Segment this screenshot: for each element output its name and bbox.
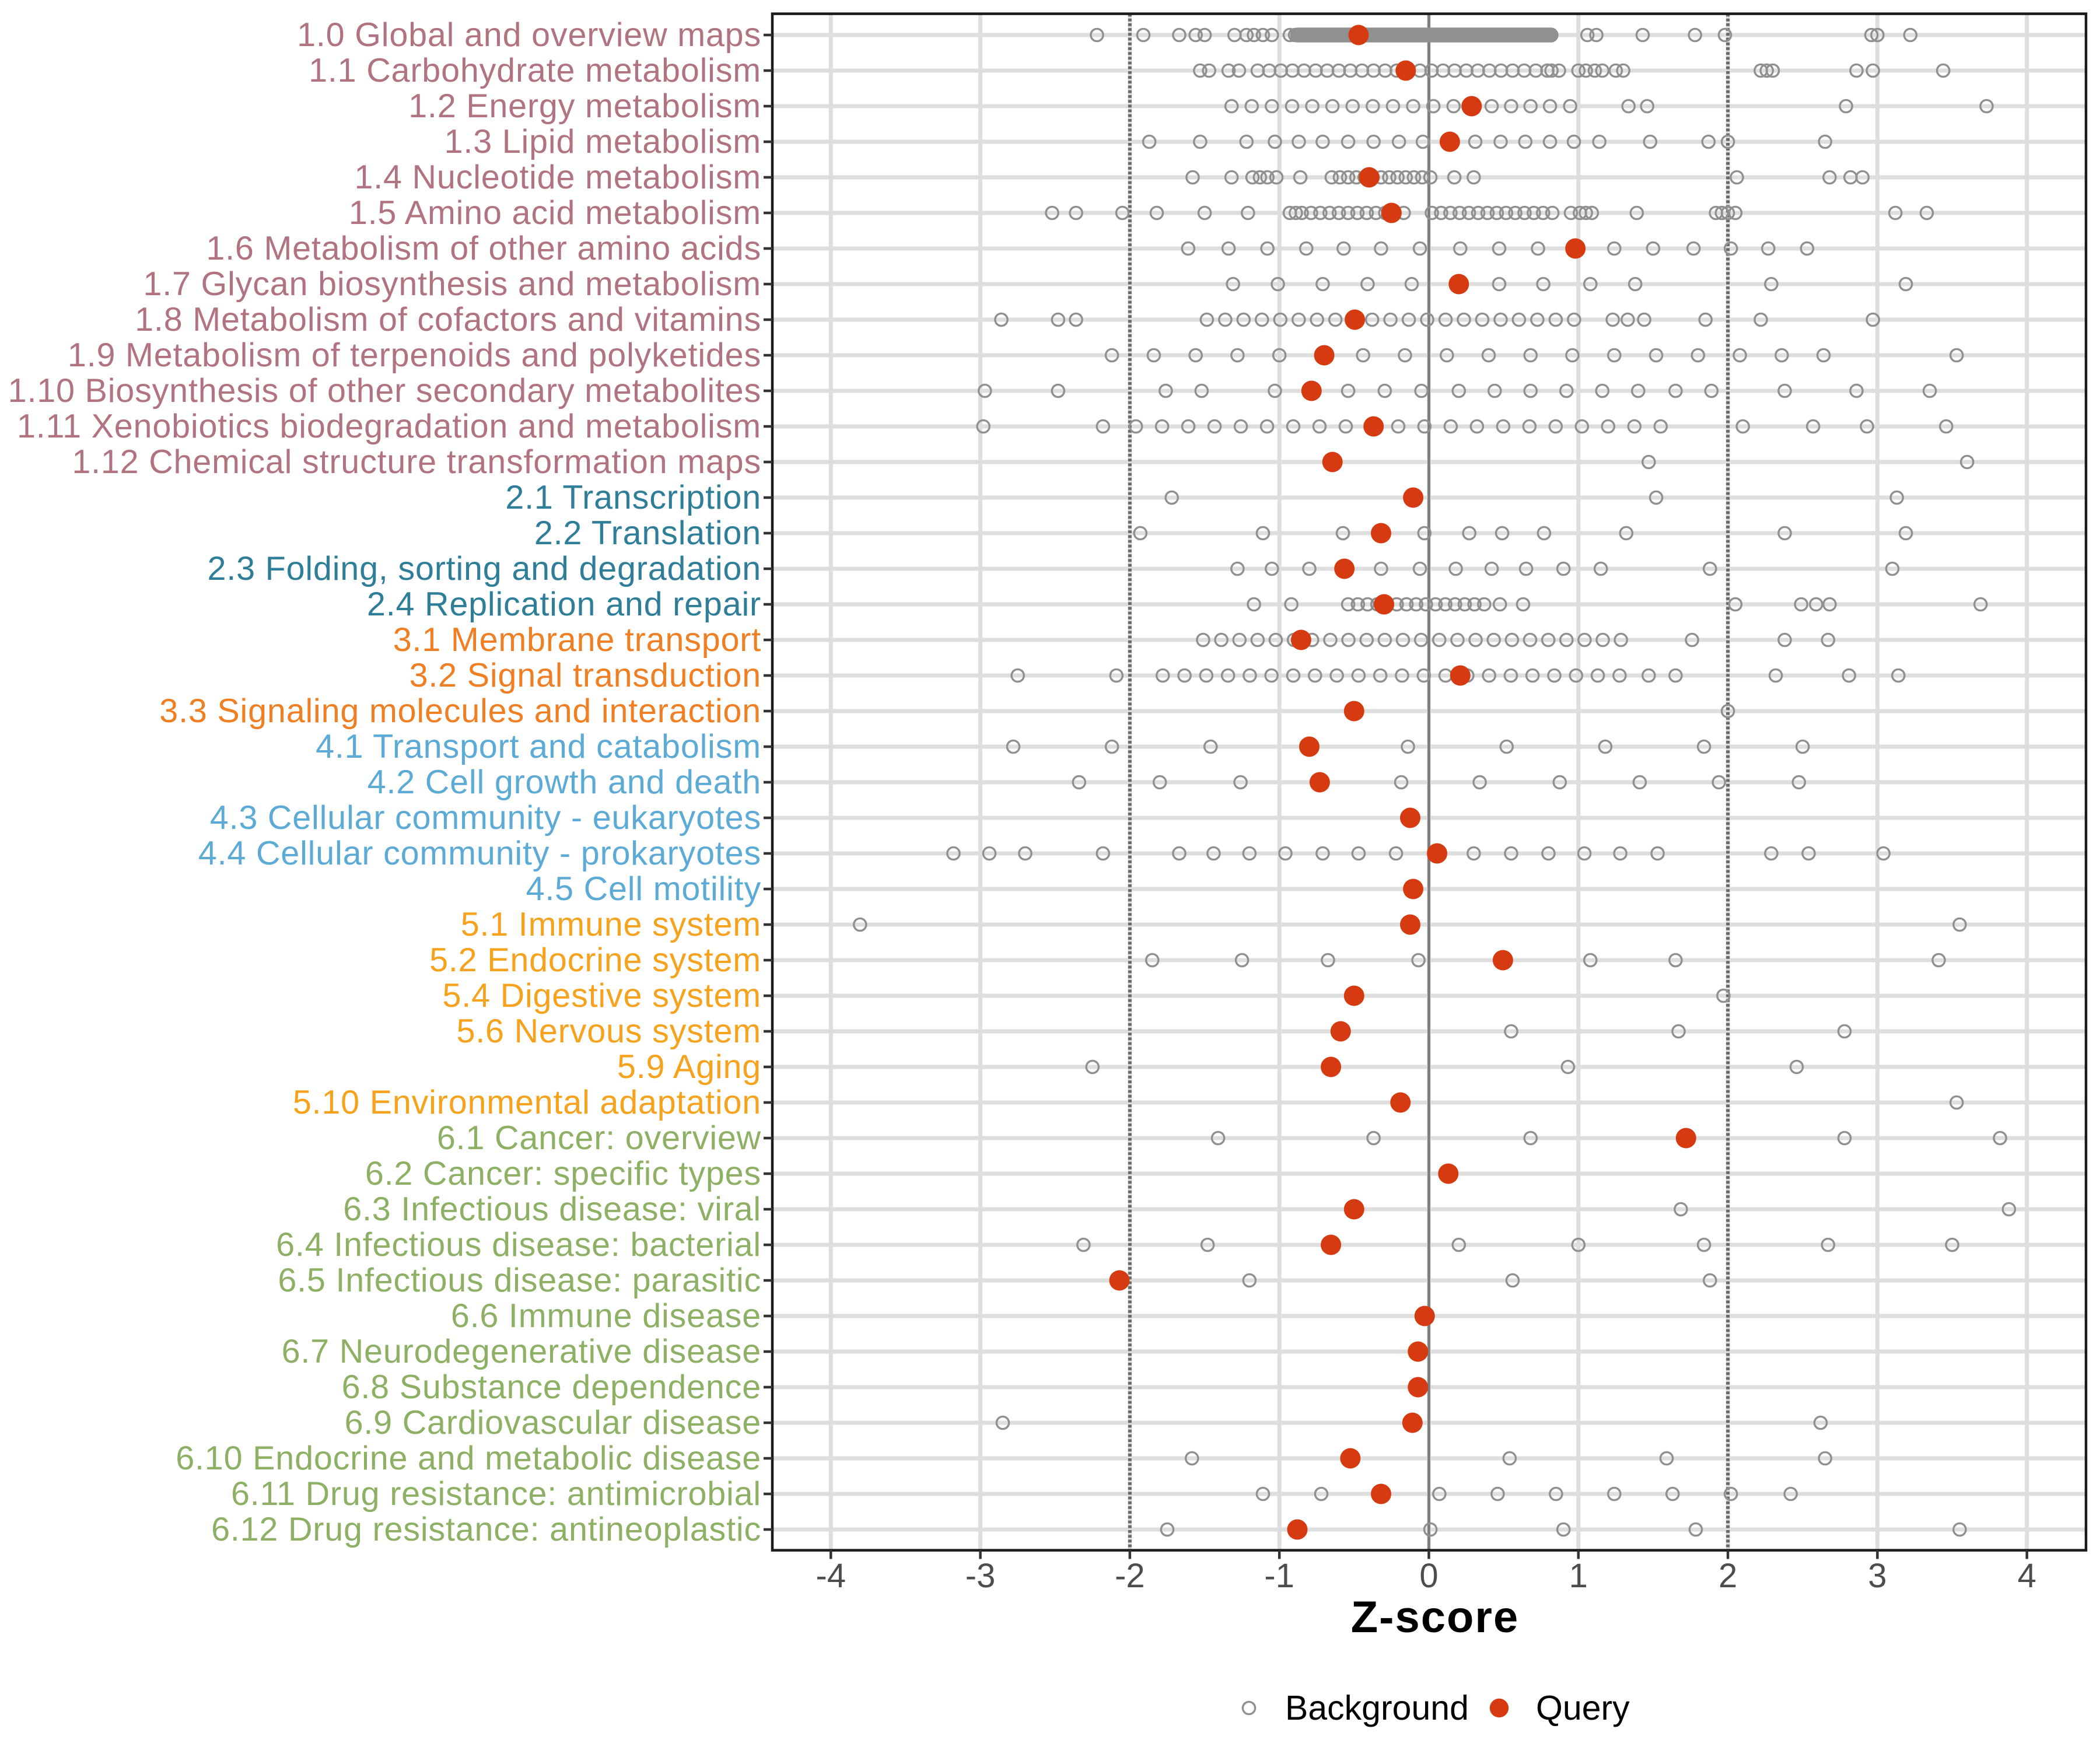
svg-text:4.3 Cellular community - eukar: 4.3 Cellular community - eukaryotes — [210, 799, 761, 836]
svg-text:2.2 Translation: 2.2 Translation — [534, 514, 761, 552]
svg-text:5.1 Immune system: 5.1 Immune system — [461, 906, 761, 943]
svg-text:6.12 Drug resistance: antineop: 6.12 Drug resistance: antineoplastic — [211, 1511, 761, 1548]
svg-text:1.4 Nucleotide metabolism: 1.4 Nucleotide metabolism — [354, 159, 761, 196]
svg-text:6.6 Immune disease: 6.6 Immune disease — [451, 1297, 761, 1335]
svg-text:4.1 Transport and catabolism: 4.1 Transport and catabolism — [316, 728, 761, 765]
svg-text:3.1 Membrane transport: 3.1 Membrane transport — [393, 621, 761, 659]
svg-text:6.5 Infectious disease: parasi: 6.5 Infectious disease: parasitic — [278, 1262, 761, 1299]
svg-text:1.6 Metabolism of other amino: 1.6 Metabolism of other amino acids — [206, 230, 761, 267]
svg-text:4.5 Cell motility: 4.5 Cell motility — [526, 870, 761, 908]
svg-text:6.3 Infectious disease: viral: 6.3 Infectious disease: viral — [343, 1191, 761, 1228]
svg-text:-1: -1 — [1264, 1557, 1294, 1595]
svg-text:5.2 Endocrine system: 5.2 Endocrine system — [429, 942, 761, 979]
svg-text:5.9 Aging: 5.9 Aging — [617, 1048, 761, 1086]
svg-text:6.10 Endocrine and metabolic d: 6.10 Endocrine and metabolic disease — [176, 1440, 761, 1477]
svg-text:1.7 Glycan biosynthesis and me: 1.7 Glycan biosynthesis and metabolism — [143, 265, 761, 303]
svg-text:1.2 Energy metabolism: 1.2 Energy metabolism — [408, 88, 761, 125]
svg-text:1.12 Chemical structure transf: 1.12 Chemical structure transformation m… — [72, 443, 761, 481]
svg-text:Background: Background — [1285, 1689, 1469, 1727]
svg-text:-2: -2 — [1115, 1557, 1145, 1595]
svg-text:6.11 Drug resistance: antimicr: 6.11 Drug resistance: antimicrobial — [231, 1475, 761, 1513]
svg-text:6.4 Infectious disease: bacter: 6.4 Infectious disease: bacterial — [276, 1226, 761, 1264]
svg-text:5.10 Environmental adaptation: 5.10 Environmental adaptation — [293, 1084, 761, 1121]
svg-text:1.10 Biosynthesis of other sec: 1.10 Biosynthesis of other secondary met… — [8, 372, 761, 410]
svg-text:1.0 Global and overview maps: 1.0 Global and overview maps — [297, 16, 761, 54]
svg-text:6.7 Neurodegenerative disease: 6.7 Neurodegenerative disease — [282, 1333, 761, 1370]
svg-text:1: 1 — [1569, 1557, 1588, 1595]
svg-text:1.8 Metabolism of cofactors an: 1.8 Metabolism of cofactors and vitamins — [135, 301, 761, 338]
svg-text:1.5 Amino acid metabolism: 1.5 Amino acid metabolism — [349, 194, 761, 232]
svg-text:4.2 Cell growth and death: 4.2 Cell growth and death — [368, 764, 761, 801]
svg-text:6.1 Cancer: overview: 6.1 Cancer: overview — [437, 1119, 761, 1157]
svg-text:2.4 Replication and repair: 2.4 Replication and repair — [367, 586, 761, 623]
svg-text:3.2 Signal transduction: 3.2 Signal transduction — [410, 657, 761, 694]
svg-text:-4: -4 — [816, 1557, 846, 1595]
svg-text:0: 0 — [1419, 1557, 1438, 1595]
svg-text:2: 2 — [1718, 1557, 1737, 1595]
svg-text:2.3 Folding, sorting and degra: 2.3 Folding, sorting and degradation — [208, 550, 761, 587]
svg-text:3.3 Signaling molecules and in: 3.3 Signaling molecules and interaction — [159, 692, 761, 730]
svg-text:6.2 Cancer: specific types: 6.2 Cancer: specific types — [365, 1155, 761, 1192]
svg-text:3: 3 — [1868, 1557, 1887, 1595]
svg-text:1.1 Carbohydrate metabolism: 1.1 Carbohydrate metabolism — [309, 52, 761, 89]
svg-text:1.3 Lipid metabolism: 1.3 Lipid metabolism — [444, 123, 761, 160]
svg-text:Query: Query — [1536, 1689, 1630, 1727]
svg-text:-3: -3 — [965, 1557, 996, 1595]
svg-text:5.4 Digestive system: 5.4 Digestive system — [443, 977, 761, 1014]
svg-text:4.4 Cellular community - proka: 4.4 Cellular community - prokaryotes — [198, 835, 761, 872]
svg-text:4: 4 — [2018, 1557, 2036, 1595]
svg-text:Z-score: Z-score — [1351, 1592, 1520, 1642]
svg-text:6.8 Substance dependence: 6.8 Substance dependence — [342, 1368, 761, 1406]
svg-text:2.1 Transcription: 2.1 Transcription — [505, 479, 761, 516]
svg-text:1.11 Xenobiotics biodegradatio: 1.11 Xenobiotics biodegradation and meta… — [17, 408, 761, 445]
svg-text:5.6 Nervous system: 5.6 Nervous system — [457, 1013, 762, 1050]
svg-text:1.9 Metabolism of terpenoids a: 1.9 Metabolism of terpenoids and polyket… — [68, 337, 761, 374]
svg-text:6.9 Cardiovascular disease: 6.9 Cardiovascular disease — [345, 1404, 761, 1441]
